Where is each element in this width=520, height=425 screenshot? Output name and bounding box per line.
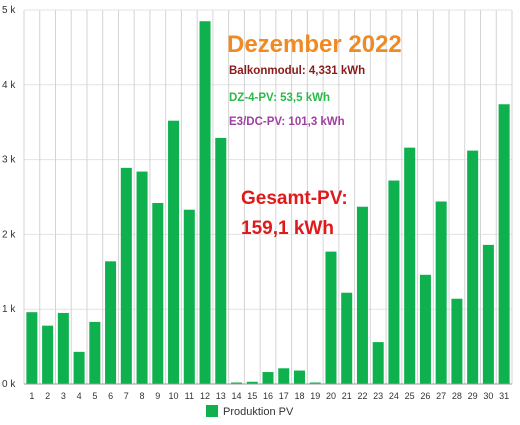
bar-day-26[interactable] — [419, 274, 431, 384]
y-tick-label: 0 k — [2, 379, 16, 390]
x-tick-label: 5 — [92, 391, 97, 401]
bar-day-11[interactable] — [183, 209, 195, 384]
bar-day-28[interactable] — [451, 298, 463, 384]
bar-day-17[interactable] — [278, 368, 290, 384]
x-tick-label: 27 — [436, 391, 446, 401]
bar-day-13[interactable] — [215, 137, 227, 384]
bar-day-24[interactable] — [388, 180, 400, 384]
x-tick-label: 14 — [232, 391, 242, 401]
x-tick-label: 10 — [169, 391, 179, 401]
bar-day-15[interactable] — [246, 381, 258, 384]
bar-day-16[interactable] — [262, 372, 274, 384]
annotation-dz4-pv: DZ-4-PV: 53,5 kWh — [229, 92, 330, 104]
y-tick-label: 2 k — [2, 229, 16, 240]
bar-day-1[interactable] — [26, 312, 38, 384]
x-tick-label: 19 — [310, 391, 320, 401]
bar-day-8[interactable] — [136, 171, 148, 384]
bar-day-4[interactable] — [73, 351, 85, 384]
chart-annotation-title: Dezember 2022 — [227, 31, 402, 58]
legend[interactable]: Produktion PV — [206, 405, 294, 418]
bar-day-9[interactable] — [152, 202, 164, 384]
annotation-e3dc-pv: E3/DC-PV: 101,3 kWh — [229, 116, 345, 128]
x-axis-ticks: 1 2 3 4 5 6 7 8 9 10 11 12 13 14 15 16 17 18 19 20 21 22 23 24 2… — [29, 391, 509, 401]
y-axis-ticks: 0 k 1 k 2 k 3 k 4 k 5 k — [2, 5, 16, 390]
bar-day-5[interactable] — [89, 321, 101, 384]
gridlines — [23, 9, 513, 384]
x-tick-label: 26 — [420, 391, 430, 401]
annotation-balkonmodul: Balkonmodul: 4,331 kWh — [229, 65, 365, 77]
bar-day-18[interactable] — [293, 370, 305, 384]
x-tick-label: 1 — [29, 391, 34, 401]
x-tick-label: 12 — [200, 391, 210, 401]
bar-day-30[interactable] — [482, 244, 494, 384]
bar-day-29[interactable] — [467, 150, 479, 384]
bar-day-31[interactable] — [498, 104, 510, 384]
x-tick-label: 21 — [342, 391, 352, 401]
bar-day-27[interactable] — [435, 201, 447, 384]
bar-day-14[interactable] — [231, 382, 243, 385]
x-tick-label: 25 — [405, 391, 415, 401]
bar-day-22[interactable] — [356, 206, 368, 384]
bar-day-6[interactable] — [105, 261, 117, 384]
bar-day-19[interactable] — [309, 382, 321, 385]
x-tick-label: 13 — [216, 391, 226, 401]
y-tick-label: 3 k — [2, 155, 16, 166]
x-tick-label: 15 — [247, 391, 257, 401]
x-tick-label: 2 — [45, 391, 50, 401]
x-tick-label: 4 — [77, 391, 82, 401]
x-tick-label: 31 — [499, 391, 509, 401]
y-tick-label: 5 k — [2, 5, 16, 16]
legend-label: Produktion PV — [223, 406, 294, 418]
bar-day-2[interactable] — [42, 325, 54, 384]
x-tick-label: 18 — [294, 391, 304, 401]
bar-day-25[interactable] — [404, 147, 416, 384]
y-tick-label: 1 k — [2, 304, 16, 315]
x-tick-label: 3 — [61, 391, 66, 401]
x-tick-label: 7 — [124, 391, 129, 401]
x-tick-label: 30 — [483, 391, 493, 401]
bars — [26, 21, 510, 385]
y-tick-label: 4 k — [2, 80, 16, 91]
x-tick-label: 8 — [140, 391, 145, 401]
annotation-gesamt-value: 159,1 kWh — [241, 218, 334, 239]
bar-day-21[interactable] — [341, 292, 353, 384]
x-tick-label: 20 — [326, 391, 336, 401]
bar-day-3[interactable] — [57, 312, 69, 384]
x-tick-label: 17 — [279, 391, 289, 401]
legend-swatch — [206, 405, 218, 417]
bar-day-20[interactable] — [325, 251, 337, 384]
x-tick-label: 11 — [185, 391, 194, 401]
annotation-gesamt-label: Gesamt-PV: — [241, 188, 348, 209]
bar-day-12[interactable] — [199, 21, 211, 384]
bar-day-23[interactable] — [372, 342, 384, 384]
x-tick-label: 23 — [373, 391, 383, 401]
x-tick-label: 24 — [389, 391, 399, 401]
x-tick-label: 29 — [468, 391, 478, 401]
x-tick-label: 28 — [452, 391, 462, 401]
bar-day-10[interactable] — [168, 120, 180, 384]
bar-day-7[interactable] — [120, 167, 132, 384]
x-tick-label: 6 — [108, 391, 113, 401]
x-tick-label: 9 — [155, 391, 160, 401]
x-tick-label: 16 — [263, 391, 273, 401]
x-tick-label: 22 — [357, 391, 367, 401]
